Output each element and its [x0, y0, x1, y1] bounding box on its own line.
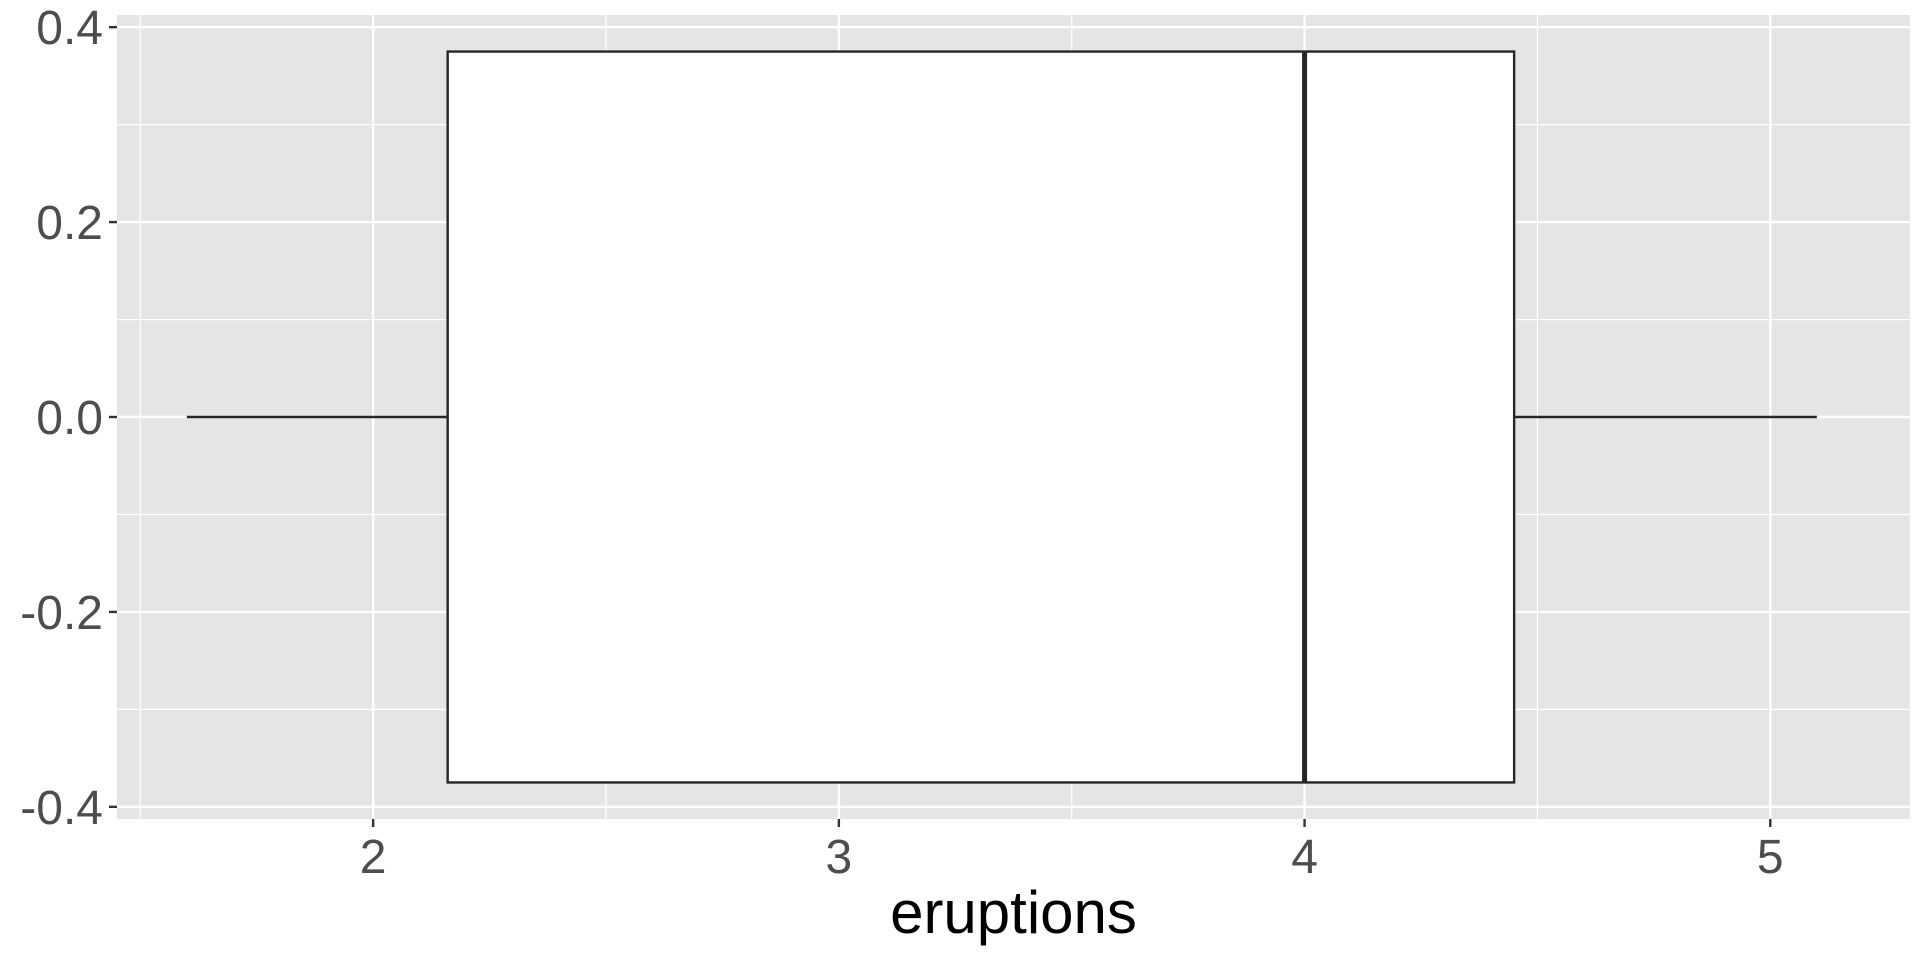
axis-ticks: [109, 25, 1772, 827]
y-tick-label: 0.0: [36, 392, 103, 445]
x-axis-title: eruptions: [890, 879, 1137, 946]
interquartile-box: [446, 50, 1516, 784]
x-tick-label: 5: [1757, 831, 1784, 884]
y-tick-label: -0.4: [20, 782, 103, 835]
x-tick-label: 3: [826, 831, 853, 884]
y-tick-label: 0.4: [36, 2, 103, 55]
x-tick-label: 4: [1291, 831, 1318, 884]
boxplot-box: [446, 50, 1516, 784]
y-tick-label: -0.2: [20, 587, 103, 640]
y-tick-label: 0.2: [36, 197, 103, 250]
y-axis-tick-labels: -0.4 -0.2 0.0 0.2 0.4: [20, 2, 103, 835]
x-axis-tick-labels: 2 3 4 5: [360, 831, 1784, 884]
x-tick-label: 2: [360, 831, 387, 884]
